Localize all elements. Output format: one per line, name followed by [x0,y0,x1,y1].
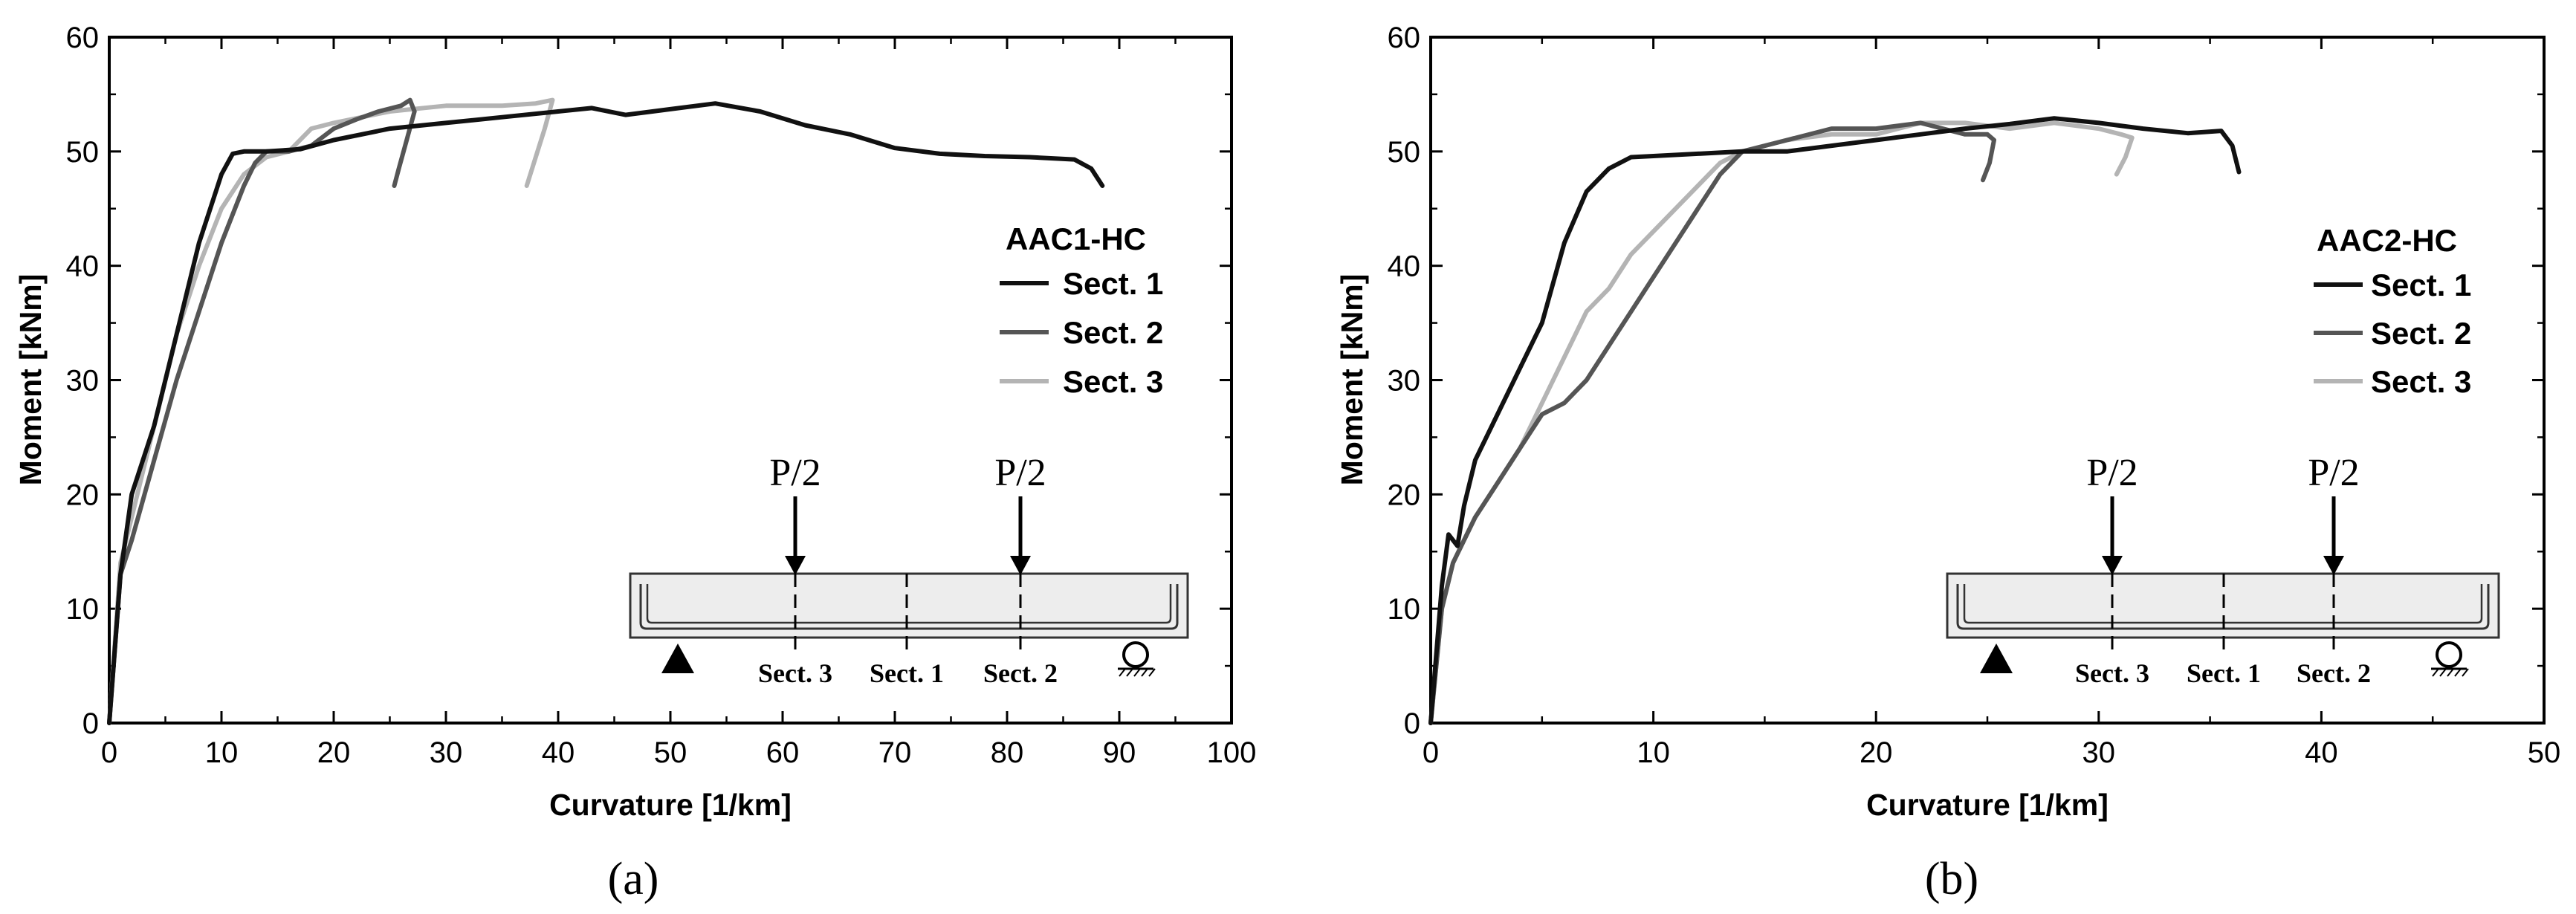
section-label-1: Sect. 1 [2187,658,2261,688]
panel-a: 0 10 20 30 40 50 60 70 80 90 100 0 10 20 30 40 50 60 Mome… [13,22,1256,904]
y-tick-label: 0 [82,707,99,740]
series-line-sect-1 [107,101,1105,725]
y-tick-label: 30 [66,365,100,398]
section-label-3: Sect. 3 [2075,658,2149,688]
legend-title: AAC1-HC [1006,221,1146,256]
legend: AAC2-HC Sect. 1 Sect. 2 Sect. 3 [2314,223,2471,399]
reinforcement-cage [639,584,1179,630]
legend-title: AAC2-HC [2317,223,2457,258]
legend: AAC1-HC Sect. 1 Sect. 2 Sect. 3 [1000,221,1163,399]
y-tick-label: 50 [1388,136,1421,169]
x-tick-label: 30 [2083,736,2116,769]
section-label-2: Sect. 2 [983,658,1058,688]
tick-labels: 0 10 20 30 40 50 0 10 20 30 40 50 60 [1388,22,2561,769]
load-arrow-left-head [2102,556,2123,575]
load-label-right: P/2 [2308,452,2359,494]
beam-body [629,572,1189,639]
roller-support-icon [2436,641,2462,668]
y-tick-label: 20 [66,479,100,511]
x-tick-label: 40 [2305,736,2338,769]
y-tick-label: 40 [1388,250,1421,283]
y-tick-label: 40 [66,250,100,283]
x-tick-label: 50 [654,736,687,769]
y-tick-label: 10 [1388,593,1421,626]
load-label-right: P/2 [994,452,1046,494]
x-tick-label: 80 [991,736,1024,769]
x-tick-label: 100 [1207,736,1257,769]
load-label-left: P/2 [2086,452,2138,494]
y-tick-label: 50 [66,136,100,169]
x-axis-title: Curvature [1/km] [549,788,792,822]
x-tick-label: 30 [430,736,463,769]
x-tick-label: 10 [205,736,239,769]
section-label-3: Sect. 3 [758,658,832,688]
x-tick-label: 10 [1637,736,1670,769]
beam-inset: P/2 P/2 Sect. 3 Sect. 1 Sect. 2 [1946,452,2500,688]
tick-labels: 0 10 20 30 40 50 60 70 80 90 100 0 10 20 30 40 50 60 [66,22,1257,769]
x-tick-label: 0 [1423,736,1439,769]
load-arrow-right-head [1010,556,1031,575]
series-line-sect-2 [1428,120,1996,725]
y-tick-label: 60 [66,22,100,54]
y-axis-title: Moment [kNm] [1335,274,1369,486]
panel-b: 0 10 20 30 40 50 0 10 20 30 40 50 60 Moment [kNm] Cu… [1335,22,2560,904]
roller-ground-hatch [1119,668,1156,677]
legend-label-sect-3: Sect. 3 [1063,364,1163,399]
x-tick-label: 70 [878,736,912,769]
load-arrow-left-head [785,556,806,575]
x-tick-label: 50 [2528,736,2561,769]
panel-label: (b) [1925,854,1978,904]
section-label-2: Sect. 2 [2297,658,2371,688]
x-axis-title: Curvature [1/km] [1866,788,2109,822]
legend-label-sect-1: Sect. 1 [2371,268,2471,302]
y-axis-title: Moment [kNm] [13,274,48,486]
roller-support-icon [1122,641,1149,668]
y-tick-label: 20 [1388,479,1421,511]
pin-support-icon [1980,644,2013,673]
y-tick-label: 0 [1404,707,1420,740]
legend-label-sect-3: Sect. 3 [2371,364,2471,399]
x-tick-label: 90 [1103,736,1136,769]
section-label-1: Sect. 1 [870,658,944,688]
legend-label-sect-2: Sect. 2 [1063,315,1163,350]
x-tick-label: 40 [542,736,575,769]
x-tick-label: 20 [317,736,351,769]
load-arrow-right-head [2323,556,2344,575]
pin-support-icon [661,644,694,673]
x-tick-label: 60 [766,736,800,769]
y-tick-label: 30 [1388,365,1421,398]
reinforcement-cage-inner [646,584,1172,624]
x-tick-label: 20 [1860,736,1893,769]
legend-label-sect-1: Sect. 1 [1063,266,1163,301]
y-tick-label: 60 [1388,22,1421,54]
legend-label-sect-2: Sect. 2 [2371,316,2471,351]
beam-inset: P/2 P/2 Sect. 3 Sect. 1 Sect. 2 [629,452,1189,688]
data-series [1428,116,2242,725]
y-tick-label: 10 [66,593,100,626]
roller-ground-hatch [2432,668,2469,677]
x-tick-label: 0 [101,736,117,769]
load-label-left: P/2 [769,452,821,494]
panel-label: (a) [608,854,659,904]
series-line-sect-1 [1428,116,2242,725]
data-series [107,97,1105,725]
